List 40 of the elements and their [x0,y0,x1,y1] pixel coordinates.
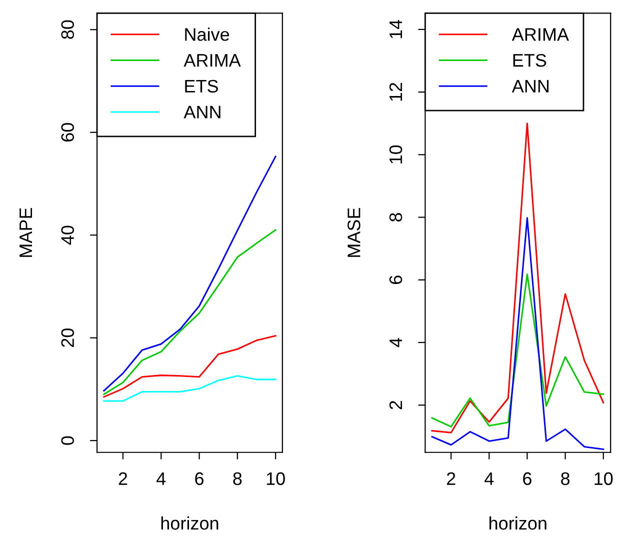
x-axis-title: horizon [161,516,218,530]
legend-label: ANN [512,80,548,92]
x-tick-label: 6 [195,472,204,486]
legend-label: ARIMA [184,54,241,67]
line-series [103,229,276,396]
x-tick-label: 8 [561,472,570,486]
y-tick-label: 0 [61,436,74,445]
x-tick-label: 2 [118,472,128,485]
y-tick-label: 4 [390,338,402,348]
y-tick-label: 40 [61,226,74,245]
line-series [103,335,276,398]
line-series [431,217,604,450]
legend-label: ETS [513,54,546,67]
y-tick-label: 6 [389,276,402,284]
legend-label: ARIMA [512,28,569,41]
legend-label: Naive [185,28,230,41]
y-axis-title: MAPE [20,208,32,257]
y-axis-title: MASE [348,208,360,257]
legend-label: ETS [185,80,218,93]
y-tick-label: 10 [389,145,402,164]
x-axis-title: horizon [490,516,546,530]
y-tick-label: 8 [389,213,402,222]
x-tick-label: 8 [233,472,242,486]
x-tick-label: 10 [266,472,285,486]
x-tick-label: 4 [156,472,166,485]
x-tick-label: 6 [523,472,532,486]
legend-label: ANN [184,106,220,118]
line-series [103,375,276,402]
line-series [431,273,604,428]
x-tick-label: 2 [446,472,456,485]
y-tick-label: 14 [390,20,402,38]
x-tick-label: 4 [484,472,494,485]
y-tick-label: 60 [61,123,74,142]
x-tick-label: 10 [594,472,613,486]
line-series [103,156,276,392]
y-tick-label: 20 [61,328,74,347]
y-tick-label: 12 [389,82,402,101]
line-series [431,122,604,434]
y-tick-label: 2 [389,400,402,410]
y-tick-label: 80 [61,20,74,39]
